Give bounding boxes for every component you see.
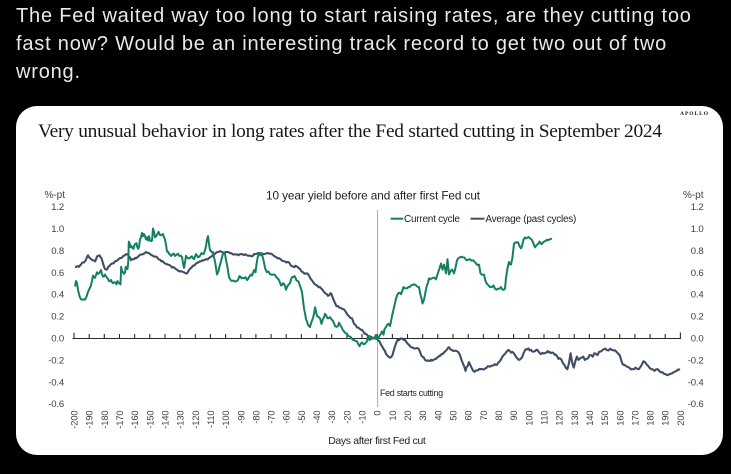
svg-text:0.6: 0.6 xyxy=(51,268,64,279)
svg-text:120: 120 xyxy=(555,411,565,426)
svg-text:0.4: 0.4 xyxy=(691,290,705,301)
svg-text:0.8: 0.8 xyxy=(51,246,64,257)
svg-text:-10: -10 xyxy=(358,411,368,424)
svg-text:10: 10 xyxy=(388,411,398,421)
svg-text:-30: -30 xyxy=(327,411,337,424)
svg-text:-200: -200 xyxy=(70,411,80,429)
svg-text:-70: -70 xyxy=(267,411,277,424)
svg-text:60: 60 xyxy=(464,411,474,421)
svg-text:10 year yield before and after: 10 year yield before and after first Fed… xyxy=(266,189,481,203)
svg-text:-0.2: -0.2 xyxy=(48,355,64,366)
svg-text:-0.6: -0.6 xyxy=(48,399,64,410)
svg-text:-110: -110 xyxy=(206,411,216,429)
svg-text:140: 140 xyxy=(585,411,595,426)
svg-text:-100: -100 xyxy=(221,411,231,429)
svg-text:-120: -120 xyxy=(191,411,201,429)
svg-text:Average (past cycles): Average (past cycles) xyxy=(485,214,576,225)
svg-text:%-pt: %-pt xyxy=(683,190,704,201)
svg-text:-60: -60 xyxy=(282,411,292,424)
svg-text:70: 70 xyxy=(479,411,489,421)
svg-text:-90: -90 xyxy=(236,411,246,424)
svg-text:-150: -150 xyxy=(145,411,155,429)
svg-text:-0.4: -0.4 xyxy=(688,377,705,388)
svg-text:-80: -80 xyxy=(251,411,261,424)
svg-text:Current cycle: Current cycle xyxy=(404,214,460,225)
svg-text:-20: -20 xyxy=(342,411,352,424)
svg-text:-180: -180 xyxy=(100,411,110,429)
svg-text:-50: -50 xyxy=(297,411,307,424)
svg-text:0.4: 0.4 xyxy=(51,290,65,301)
svg-text:40: 40 xyxy=(433,411,443,421)
svg-text:90: 90 xyxy=(509,411,519,421)
svg-text:30: 30 xyxy=(418,411,428,421)
svg-text:190: 190 xyxy=(661,411,671,426)
svg-text:-130: -130 xyxy=(176,411,186,429)
svg-text:0.0: 0.0 xyxy=(51,334,64,345)
svg-text:100: 100 xyxy=(524,411,534,426)
svg-text:200: 200 xyxy=(676,411,686,426)
svg-text:-140: -140 xyxy=(161,411,171,429)
svg-text:20: 20 xyxy=(403,411,413,421)
svg-text:0: 0 xyxy=(373,411,383,416)
svg-text:50: 50 xyxy=(449,411,459,421)
svg-text:-40: -40 xyxy=(312,411,322,424)
svg-text:0.2: 0.2 xyxy=(691,312,704,323)
svg-text:-0.4: -0.4 xyxy=(48,377,65,388)
svg-text:1.0: 1.0 xyxy=(691,224,704,235)
svg-text:130: 130 xyxy=(570,411,580,426)
svg-text:-0.6: -0.6 xyxy=(688,399,704,410)
svg-text:-0.2: -0.2 xyxy=(688,355,704,366)
svg-text:Days after first Fed cut: Days after first Fed cut xyxy=(328,435,426,447)
svg-text:-190: -190 xyxy=(85,411,95,429)
svg-text:160: 160 xyxy=(615,411,625,426)
svg-text:-160: -160 xyxy=(130,411,140,429)
svg-text:1.2: 1.2 xyxy=(51,202,64,213)
svg-text:150: 150 xyxy=(600,411,610,426)
svg-text:1.2: 1.2 xyxy=(691,202,704,213)
svg-text:180: 180 xyxy=(646,411,656,426)
svg-text:0.2: 0.2 xyxy=(51,312,64,323)
svg-text:170: 170 xyxy=(630,411,640,426)
svg-text:0.6: 0.6 xyxy=(691,268,704,279)
svg-text:%-pt: %-pt xyxy=(44,190,65,201)
svg-text:0.0: 0.0 xyxy=(691,334,704,345)
svg-text:1.0: 1.0 xyxy=(51,224,64,235)
svg-text:80: 80 xyxy=(494,411,504,421)
svg-text:110: 110 xyxy=(540,411,550,426)
svg-text:-170: -170 xyxy=(115,411,125,429)
svg-text:Fed starts cutting: Fed starts cutting xyxy=(380,388,443,398)
svg-text:0.8: 0.8 xyxy=(691,246,704,257)
